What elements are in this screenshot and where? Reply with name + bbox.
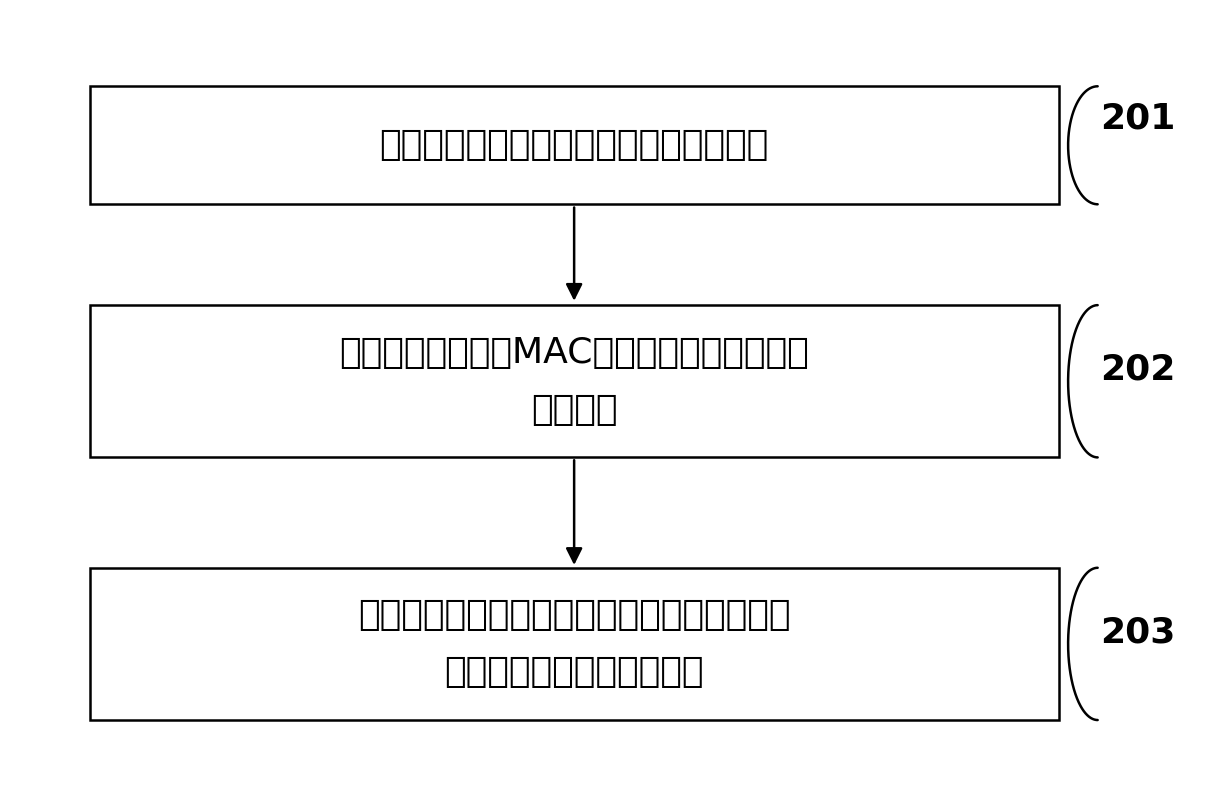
Bar xyxy=(90,86,1059,205)
Text: 通过物理网卡接收来自物理主机外的数据: 通过物理网卡接收来自物理主机外的数据 xyxy=(379,128,769,163)
Text: 202: 202 xyxy=(1101,353,1176,387)
Text: 根据该数据的目的MAC地址确定对应目的虚拟: 根据该数据的目的MAC地址确定对应目的虚拟 xyxy=(340,335,809,370)
Text: 201: 201 xyxy=(1101,102,1176,136)
Bar xyxy=(90,568,1059,720)
Text: 203: 203 xyxy=(1101,615,1176,649)
Text: 通过目的虚拟网卡接口对应的虚拟网卡将该数: 通过目的虚拟网卡接口对应的虚拟网卡将该数 xyxy=(358,599,790,632)
Bar xyxy=(90,305,1059,458)
Text: 网卡接口: 网卡接口 xyxy=(531,393,618,427)
Text: 据发送给对应的目的虚拟机: 据发送给对应的目的虚拟机 xyxy=(444,656,704,689)
